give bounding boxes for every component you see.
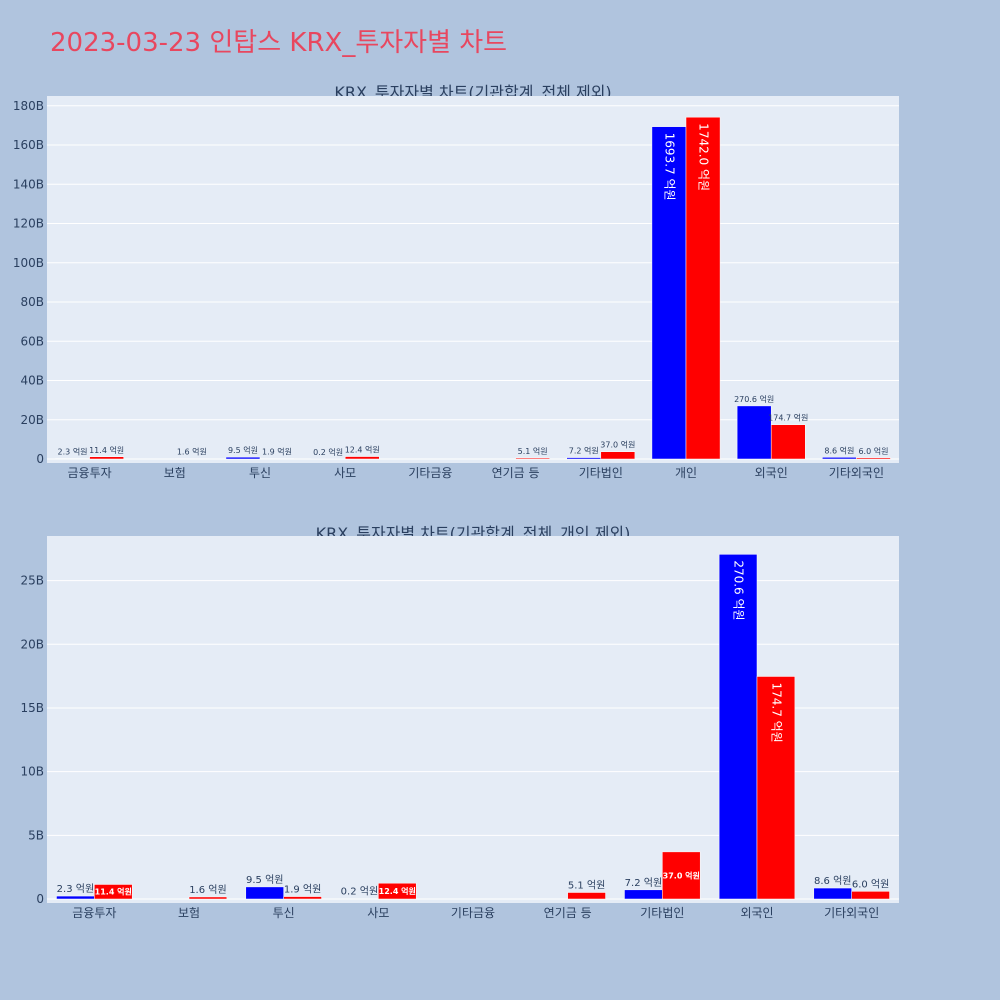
data-label: 2.3 억원 [57, 883, 94, 895]
data-label: 11.4 억원 [89, 445, 124, 455]
data-label: 6.0 억원 [852, 878, 889, 890]
x-tick-label: 기타법인 [640, 906, 684, 920]
data-label: 1693.7 억원 [662, 133, 676, 201]
bar [566, 457, 602, 460]
data-label: 0.2 억원 [313, 447, 343, 457]
x-tick-label: 외국인 [740, 906, 773, 920]
bar [94, 884, 133, 900]
bar [89, 456, 124, 460]
data-label: 1.6 억원 [189, 884, 226, 896]
bar [378, 882, 417, 900]
x-tick-label: 금융투자 [72, 906, 116, 920]
bar [567, 892, 606, 900]
x-tick-label: 기타금융 [408, 466, 452, 480]
data-label: 37.0 억원 [600, 440, 635, 450]
y-tick-label: 140B [13, 177, 44, 191]
y-tick-label: 0 [36, 452, 44, 466]
x-tick-label: 사모 [367, 906, 389, 920]
bar [851, 891, 890, 900]
bar [813, 887, 852, 900]
data-label: 11.4 억원 [95, 887, 132, 897]
bar [188, 896, 228, 900]
bar [685, 116, 721, 460]
x-tick-label: 금융투자 [68, 466, 112, 480]
bar [756, 676, 796, 900]
data-label: 2.3 억원 [58, 447, 88, 457]
y-tick-label: 160B [13, 138, 44, 152]
data-label: 174.7 억원 [768, 413, 808, 423]
data-label: 5.1 억원 [518, 446, 548, 456]
y-tick-label: 80B [20, 295, 44, 309]
x-tick-label: 연기금 등 [492, 466, 540, 480]
y-tick-label: 60B [20, 334, 44, 348]
bar [600, 451, 636, 460]
y-tick-label: 20B [20, 637, 44, 651]
data-label: 7.2 억원 [625, 877, 662, 889]
bar [283, 896, 322, 900]
data-label: 8.6 억원 [814, 875, 851, 887]
bar [245, 886, 284, 900]
bar [856, 457, 891, 460]
data-label: 6.0 억원 [858, 446, 888, 456]
bar [624, 889, 663, 900]
data-label: 12.4 억원 [379, 886, 416, 896]
bar [344, 456, 380, 460]
x-tick-label: 연기금 등 [544, 906, 592, 920]
y-tick-label: 10B [20, 765, 44, 779]
x-tick-label: 보험 [164, 466, 186, 480]
data-label: 7.2 억원 [569, 446, 599, 456]
y-tick-label: 40B [20, 374, 44, 388]
x-tick-label: 개인 [675, 466, 697, 480]
bar [822, 457, 857, 460]
data-label: 5.1 억원 [568, 880, 605, 892]
y-tick-label: 5B [28, 828, 44, 842]
chart-1: 0 20B 40B 60B 80B 100B 120B 140B 160B 180B 금융투자 2.3… [13, 96, 899, 480]
data-label: 1.9 억원 [262, 447, 292, 457]
x-tick-label: 보험 [178, 906, 200, 920]
data-label: 9.5 억원 [228, 445, 258, 455]
y-tick-label: 25B [20, 574, 44, 588]
x-tick-label: 투신 [273, 906, 295, 920]
x-tick-label: 투신 [249, 466, 271, 480]
bar [736, 405, 772, 460]
bar [515, 457, 550, 460]
x-tick-label: 기타외국인 [824, 906, 879, 920]
bar [770, 424, 806, 460]
data-label: 1.6 억원 [177, 447, 207, 457]
data-label: 174.7 억원 [769, 682, 783, 742]
x-tick-label: 사모 [334, 466, 356, 480]
data-label: 0.2 억원 [341, 886, 378, 898]
data-label: 270.6 억원 [734, 394, 774, 404]
data-label: 9.5 억원 [246, 874, 283, 886]
y-tick-label: 180B [13, 99, 44, 113]
bar [662, 851, 701, 900]
plot-area [47, 96, 899, 463]
y-tick-label: 120B [13, 217, 44, 231]
x-tick-label: 기타법인 [579, 466, 623, 480]
page-title: 2023-03-23 인탑스 KRX_투자자별 차트 [50, 28, 508, 58]
x-tick-label: 외국인 [755, 466, 788, 480]
data-label: 12.4 억원 [345, 445, 380, 455]
data-label: 37.0 억원 [663, 870, 700, 880]
x-tick-label: 기타금융 [451, 906, 495, 920]
data-label: 270.6 억원 [732, 560, 746, 620]
data-label: 1.9 억원 [284, 884, 321, 896]
x-tick-label: 기타외국인 [829, 466, 884, 480]
y-tick-label: 20B [20, 413, 44, 427]
y-tick-label: 0 [36, 892, 44, 906]
data-label: 8.6 억원 [824, 445, 854, 455]
bar [56, 895, 95, 900]
bar [718, 554, 758, 900]
y-tick-label: 15B [20, 701, 44, 715]
y-tick-label: 100B [13, 256, 44, 270]
bar [225, 456, 261, 460]
data-label: 1742.0 억원 [697, 123, 711, 191]
